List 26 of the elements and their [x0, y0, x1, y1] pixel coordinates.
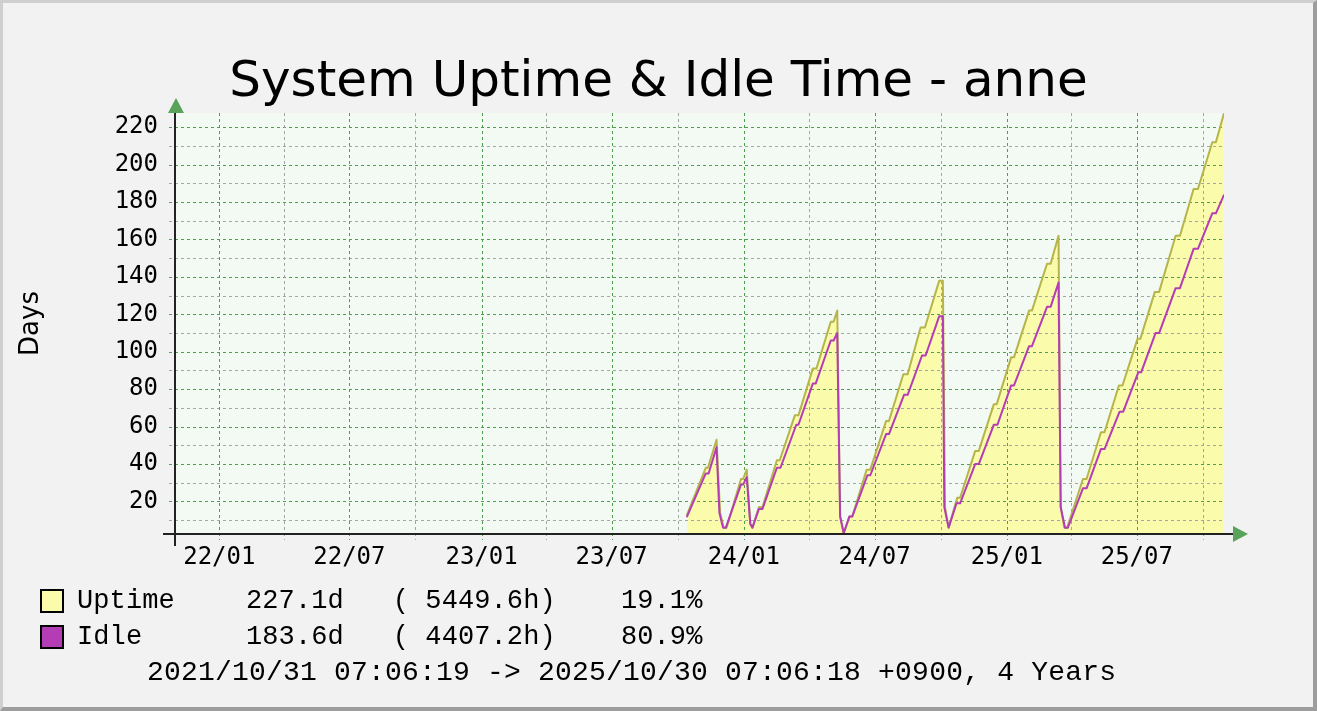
chart-title: System Uptime & Idle Time - anne — [228, 50, 1089, 108]
x-tick-label: 22/01 — [183, 541, 256, 570]
y-tick-label: 100 — [114, 335, 158, 364]
x-tick-label: 23/07 — [575, 541, 648, 570]
y-tick-label: 120 — [114, 298, 158, 327]
y-tick-label: 40 — [129, 448, 158, 477]
y-tick-label: 200 — [114, 148, 158, 177]
y-axis-title: Days — [14, 291, 45, 356]
y-tick-label: 20 — [129, 485, 158, 514]
y-tick-label: 160 — [114, 223, 158, 252]
y-tick-label: 140 — [114, 261, 158, 290]
y-tick-label: 80 — [129, 373, 158, 402]
text: 183.6d ( 4407.2h) 80.9% — [246, 621, 703, 654]
y-tick-label: 60 — [129, 410, 158, 439]
text: 227.1d ( 5449.6h) 19.1% — [246, 585, 703, 618]
x-tick-label: 25/07 — [1100, 541, 1173, 570]
x-tick-label: 24/07 — [838, 541, 911, 570]
x-tick-label: 23/01 — [445, 541, 518, 570]
y-tick-label: 220 — [114, 111, 158, 140]
x-tick-label: 24/01 — [707, 541, 780, 570]
legend-label: Idle — [77, 621, 143, 654]
text: 2021/10/31 07:06:19 -> 2025/10/30 07:06:18 +0900, 4 Years — [147, 656, 1117, 690]
y-tick-label: 180 — [114, 186, 158, 215]
x-tick-label: 22/07 — [313, 541, 386, 570]
legend-label: Uptime — [77, 585, 175, 618]
x-tick-label: 25/01 — [970, 541, 1043, 570]
